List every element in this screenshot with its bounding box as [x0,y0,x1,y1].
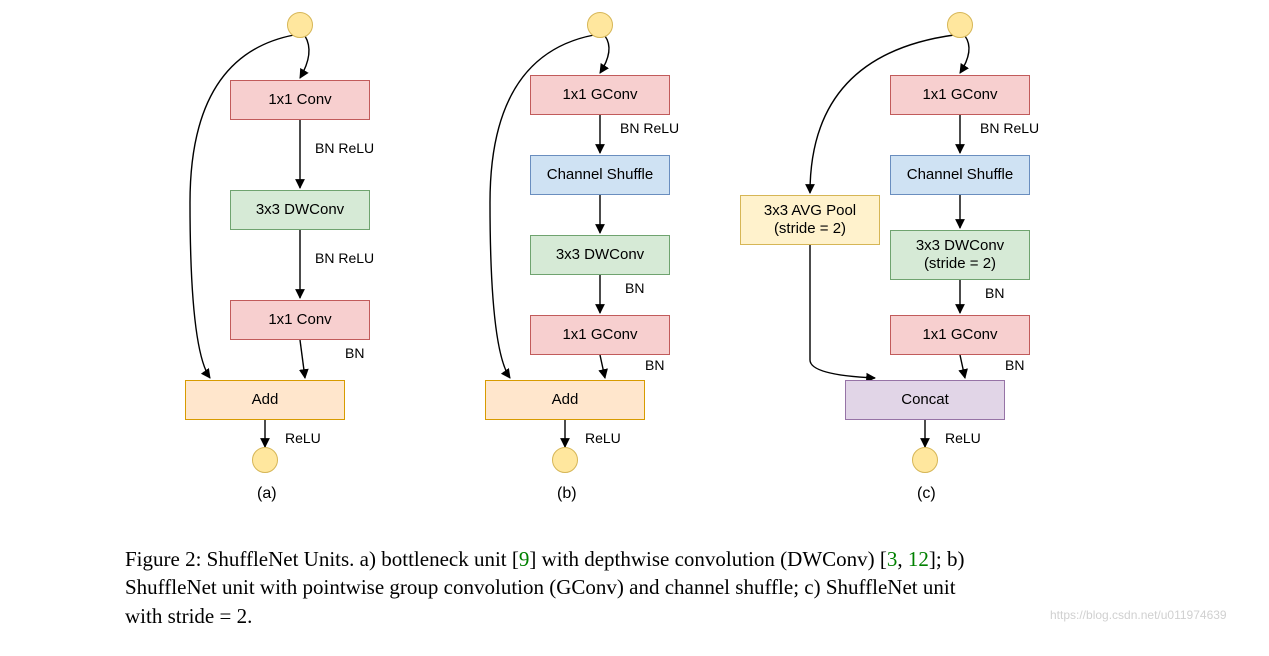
a-conv2: 1x1 Conv [230,300,370,340]
c-edge-label-2: BN [1005,357,1024,373]
a-edge-label-0: BN ReLU [315,140,374,156]
c-gconv1: 1x1 GConv [890,75,1030,115]
b-sublabel: (b) [557,485,577,503]
b-edge-label-2: BN [645,357,664,373]
a-add: Add [185,380,345,420]
figure-caption: Figure 2: ShuffleNet Units. a) bottlenec… [125,545,1145,630]
diagram-canvas: 1x1 Conv3x3 DWConv1x1 ConvAddBN ReLUBN R… [0,0,1269,656]
b-edge-label-1: BN [625,280,644,296]
b-shuffle: Channel Shuffle [530,155,670,195]
c-edge-label-1: BN [985,285,1004,301]
caption-ref-9: 9 [519,547,530,571]
a-sublabel: (a) [257,485,277,503]
c-sublabel: (c) [917,485,936,503]
c-edge-label-3: ReLU [945,430,981,446]
c-shuffle: Channel Shuffle [890,155,1030,195]
b-add: Add [485,380,645,420]
caption-text: Figure 2: ShuffleNet Units. a) bottlenec… [125,547,519,571]
a-input-circle [287,12,313,38]
b-gconv1: 1x1 GConv [530,75,670,115]
c-concat: Concat [845,380,1005,420]
c-dw: 3x3 DWConv (stride = 2) [890,230,1030,280]
c-gconv2: 1x1 GConv [890,315,1030,355]
c-edge-label-0: BN ReLU [980,120,1039,136]
watermark: https://blog.csdn.net/u011974639 [1050,608,1227,622]
a-edge-label-1: BN ReLU [315,250,374,266]
a-dw: 3x3 DWConv [230,190,370,230]
c-avg: 3x3 AVG Pool (stride = 2) [740,195,880,245]
caption-ref-3: 3 [887,547,898,571]
a-edge-label-3: ReLU [285,430,321,446]
a-conv1: 1x1 Conv [230,80,370,120]
b-gconv2: 1x1 GConv [530,315,670,355]
b-dw: 3x3 DWConv [530,235,670,275]
caption-ref-12: 12 [908,547,929,571]
b-edge-label-3: ReLU [585,430,621,446]
c-output-circle [912,447,938,473]
b-edge-label-0: BN ReLU [620,120,679,136]
c-input-circle [947,12,973,38]
a-edge-label-2: BN [345,345,364,361]
b-input-circle [587,12,613,38]
b-output-circle [552,447,578,473]
a-output-circle [252,447,278,473]
